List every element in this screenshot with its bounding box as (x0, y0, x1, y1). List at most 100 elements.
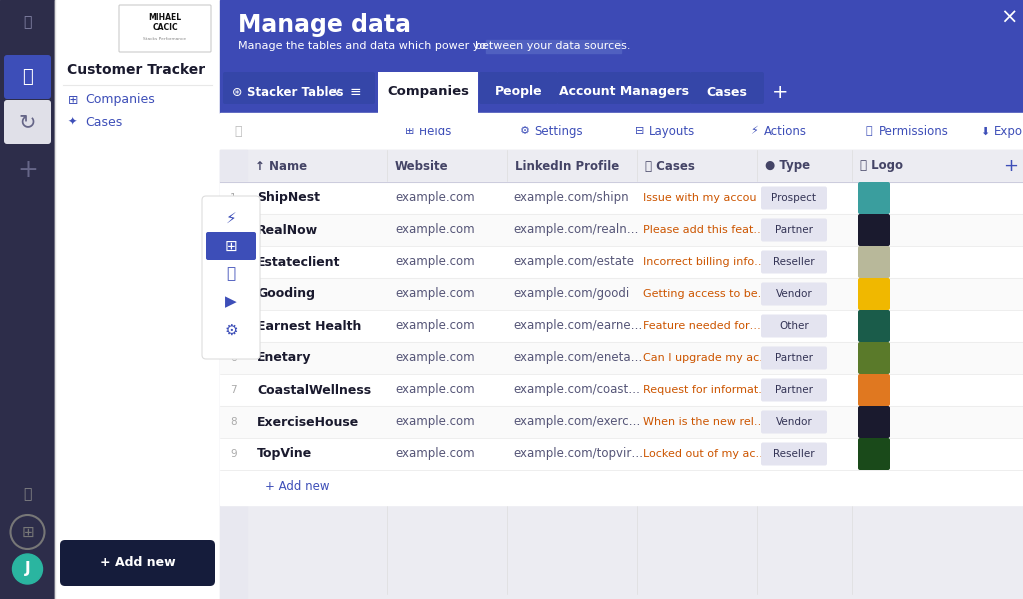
FancyBboxPatch shape (858, 182, 890, 214)
Text: example.com: example.com (395, 447, 475, 461)
Text: between your data sources.: between your data sources. (476, 41, 631, 51)
FancyBboxPatch shape (761, 250, 827, 274)
Text: Companies: Companies (387, 86, 469, 98)
Text: Stacks Performance: Stacks Performance (143, 37, 186, 41)
Text: Request for informat…: Request for informat… (643, 385, 769, 395)
Text: Feature needed for…: Feature needed for… (643, 321, 761, 331)
FancyBboxPatch shape (4, 55, 51, 99)
Text: example.com/estate: example.com/estate (513, 256, 634, 268)
Text: ✦: ✦ (68, 117, 78, 127)
Text: 4: 4 (230, 289, 236, 299)
Text: ShipNest: ShipNest (257, 192, 320, 204)
FancyBboxPatch shape (858, 214, 890, 246)
Text: Vendor: Vendor (775, 417, 812, 427)
Text: + Add new: + Add new (99, 556, 175, 570)
Text: Estateclient: Estateclient (257, 256, 341, 268)
Text: example.com: example.com (395, 256, 475, 268)
Text: 5: 5 (230, 321, 236, 331)
Bar (55, 0, 220, 599)
Bar (220, 438, 1023, 470)
Text: 🔗 Cases: 🔗 Cases (644, 159, 695, 173)
FancyBboxPatch shape (761, 443, 827, 465)
Text: example.com/earne…: example.com/earne… (513, 319, 642, 332)
FancyBboxPatch shape (858, 342, 890, 374)
Text: MIHAEL: MIHAEL (148, 14, 181, 23)
Text: Cases: Cases (85, 116, 123, 129)
Text: ⚡: ⚡ (750, 126, 758, 137)
Text: Permissions: Permissions (879, 125, 949, 138)
Text: Gooding: Gooding (257, 288, 315, 301)
Text: 👤: 👤 (865, 126, 872, 137)
Text: ≡: ≡ (349, 85, 361, 99)
Text: LinkedIn Profile: LinkedIn Profile (515, 159, 619, 173)
FancyBboxPatch shape (858, 278, 890, 310)
Text: ⊞: ⊞ (21, 525, 34, 540)
Text: example.com/topvir…: example.com/topvir… (513, 447, 643, 461)
Bar (486, 40, 621, 53)
Text: ⊞: ⊞ (225, 238, 237, 253)
Bar (220, 310, 1023, 342)
Text: ⊛: ⊛ (232, 86, 242, 98)
Text: example.com/realn…: example.com/realn… (513, 223, 638, 237)
Text: Fields: Fields (419, 125, 452, 138)
Text: ⚙: ⚙ (224, 322, 237, 337)
Text: example.com: example.com (395, 223, 475, 237)
FancyBboxPatch shape (761, 314, 827, 337)
FancyBboxPatch shape (202, 196, 260, 359)
Text: 3: 3 (230, 257, 236, 267)
Bar (220, 182, 1023, 214)
FancyBboxPatch shape (479, 72, 558, 104)
Text: example.com/goodi: example.com/goodi (513, 288, 629, 301)
Text: J: J (25, 561, 31, 576)
Bar (220, 113, 1023, 150)
Text: 9: 9 (230, 449, 236, 459)
Text: Partner: Partner (775, 385, 813, 395)
Bar (220, 374, 1023, 406)
FancyBboxPatch shape (557, 72, 691, 104)
Text: ⚡: ⚡ (226, 210, 236, 225)
Text: ExerciseHouse: ExerciseHouse (257, 416, 359, 428)
Text: Vendor: Vendor (775, 289, 812, 299)
Text: example.com: example.com (395, 383, 475, 397)
Text: 1: 1 (230, 193, 236, 203)
Text: Website: Website (395, 159, 449, 173)
Text: 👥: 👥 (23, 68, 33, 86)
Bar (220, 342, 1023, 374)
FancyBboxPatch shape (379, 72, 478, 128)
Text: Please add this feat…: Please add this feat… (643, 225, 764, 235)
Text: CACIC: CACIC (152, 23, 178, 32)
Text: 👤: 👤 (226, 267, 235, 282)
Text: ↻: ↻ (18, 112, 36, 132)
Text: Locked out of my ac…: Locked out of my ac… (643, 449, 766, 459)
Text: ↑ Name: ↑ Name (255, 159, 307, 173)
Text: example.com/exerc…: example.com/exerc… (513, 416, 640, 428)
Text: When is the new rel…: When is the new rel… (643, 417, 765, 427)
Text: Export: Export (994, 125, 1023, 138)
Text: 7: 7 (230, 385, 236, 395)
Text: Reseller: Reseller (773, 257, 814, 267)
Text: example.com: example.com (395, 352, 475, 365)
Text: TopVine: TopVine (257, 447, 312, 461)
FancyBboxPatch shape (4, 100, 51, 144)
Text: Layouts: Layouts (649, 125, 696, 138)
FancyBboxPatch shape (858, 406, 890, 438)
FancyBboxPatch shape (761, 379, 827, 401)
Text: ● Type: ● Type (765, 159, 810, 173)
Text: +: + (771, 83, 789, 101)
Bar (220, 0, 1023, 113)
FancyBboxPatch shape (858, 438, 890, 470)
Text: Enetary: Enetary (257, 352, 311, 365)
Text: +: + (1004, 157, 1019, 175)
Text: ▶: ▶ (225, 295, 237, 310)
FancyBboxPatch shape (119, 5, 211, 52)
Text: Other: Other (780, 321, 809, 331)
Bar (220, 278, 1023, 310)
Text: example.com/shipn: example.com/shipn (513, 192, 628, 204)
Text: example.com: example.com (395, 192, 475, 204)
Bar (0, 0, 55, 599)
Text: Can I upgrade my ac…: Can I upgrade my ac… (643, 353, 770, 363)
Text: Manage the tables and data which power your app and switch: Manage the tables and data which power y… (238, 41, 586, 51)
FancyBboxPatch shape (761, 410, 827, 434)
Text: Reseller: Reseller (773, 449, 814, 459)
Text: Earnest Health: Earnest Health (257, 319, 361, 332)
